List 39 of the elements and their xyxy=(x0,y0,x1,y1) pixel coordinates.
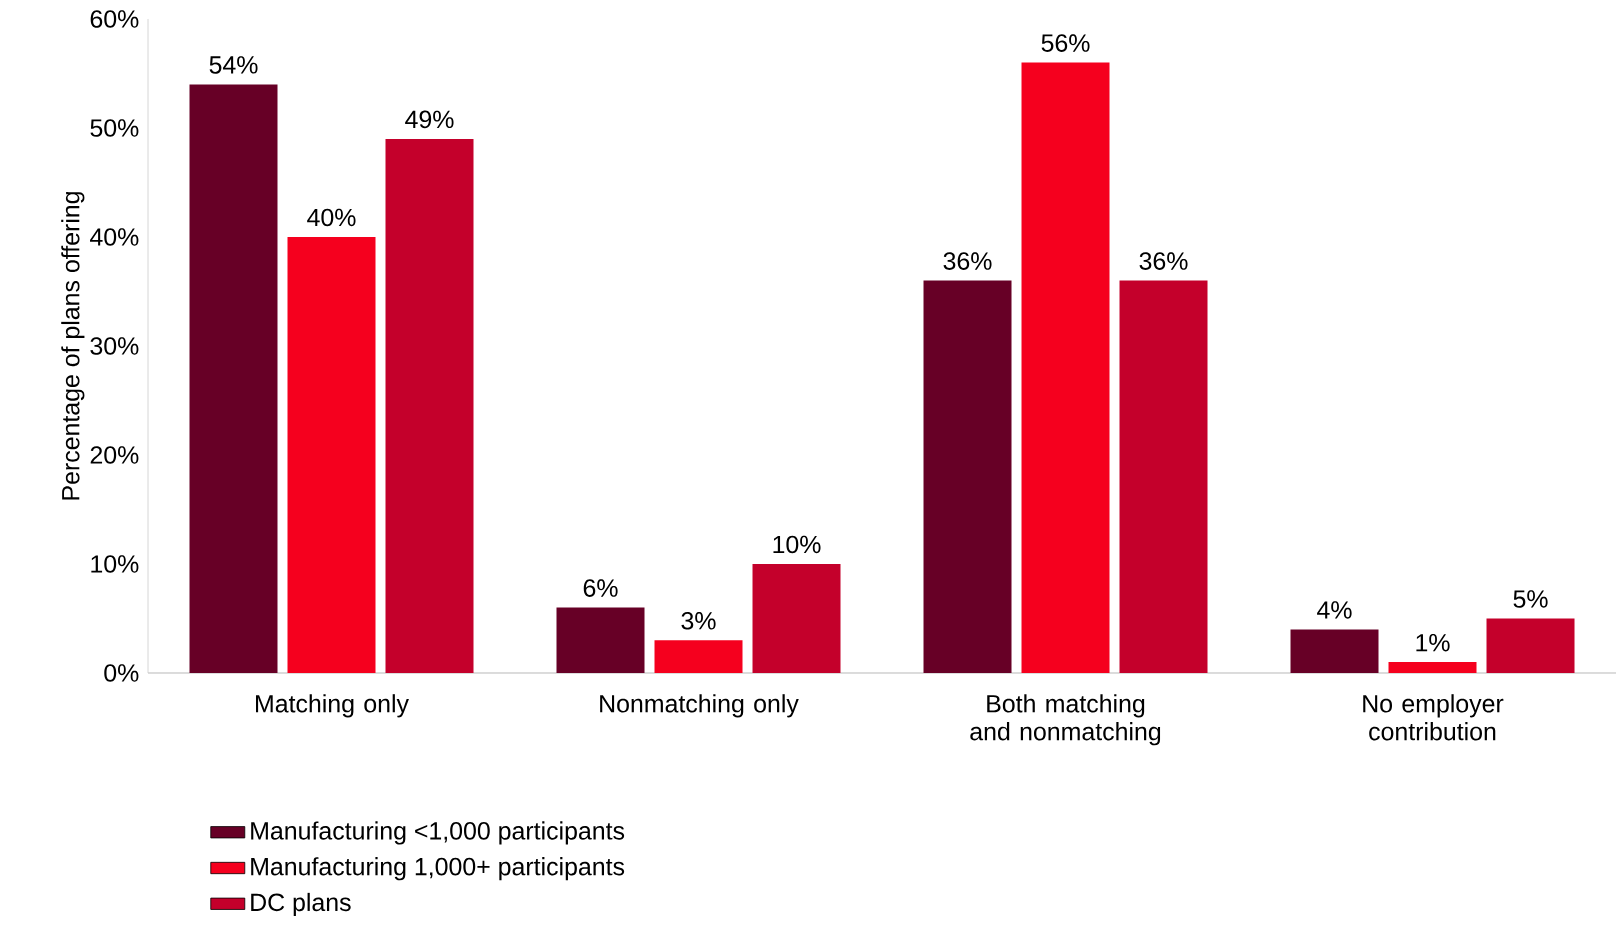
data-label: 40% xyxy=(307,208,356,227)
legend-label: Manufacturing <1,000 participants xyxy=(251,821,625,845)
bar xyxy=(556,607,645,673)
data-label: 6% xyxy=(583,579,618,597)
y-axis-title: Percentage of plans offering xyxy=(61,192,85,500)
bar xyxy=(1388,662,1477,673)
data-label: 56% xyxy=(1041,34,1090,52)
bar xyxy=(385,138,474,673)
data-label: 10% xyxy=(773,535,821,554)
x-tick-label: Both matching and nonmatching xyxy=(970,694,1161,746)
legend-label: DC plans xyxy=(251,892,351,917)
bar xyxy=(654,640,743,673)
bar xyxy=(923,280,1012,673)
data-label: 1% xyxy=(1416,633,1450,652)
legend-label: Manufacturing 1,000+ participants xyxy=(251,857,625,881)
data-label: 54% xyxy=(209,56,258,74)
bar xyxy=(189,84,278,673)
data-label: 49% xyxy=(405,110,454,129)
data-label: 36% xyxy=(1139,252,1188,270)
bar xyxy=(287,236,376,673)
x-tick-label: Nonmatching only xyxy=(600,694,799,718)
bar xyxy=(1021,62,1110,673)
y-tick-label: 20% xyxy=(90,446,139,464)
data-label: 3% xyxy=(681,611,716,630)
bar xyxy=(1119,280,1208,673)
y-tick-label: 50% xyxy=(90,119,139,137)
data-label: 4% xyxy=(1317,601,1352,619)
y-tick-label: 0% xyxy=(104,664,139,682)
bar xyxy=(1486,618,1575,673)
y-tick-label: 10% xyxy=(91,555,139,573)
y-tick-label: 40% xyxy=(90,228,139,246)
bar xyxy=(1290,629,1379,673)
data-label: 5% xyxy=(1513,590,1548,608)
y-tick-label: 60% xyxy=(90,10,139,28)
data-label: 36% xyxy=(943,252,992,270)
x-tick-label: Matching only xyxy=(256,694,409,718)
x-tick-label: No employer contribution xyxy=(1363,694,1504,741)
bar xyxy=(752,564,841,673)
y-tick-label: 30% xyxy=(90,337,139,355)
